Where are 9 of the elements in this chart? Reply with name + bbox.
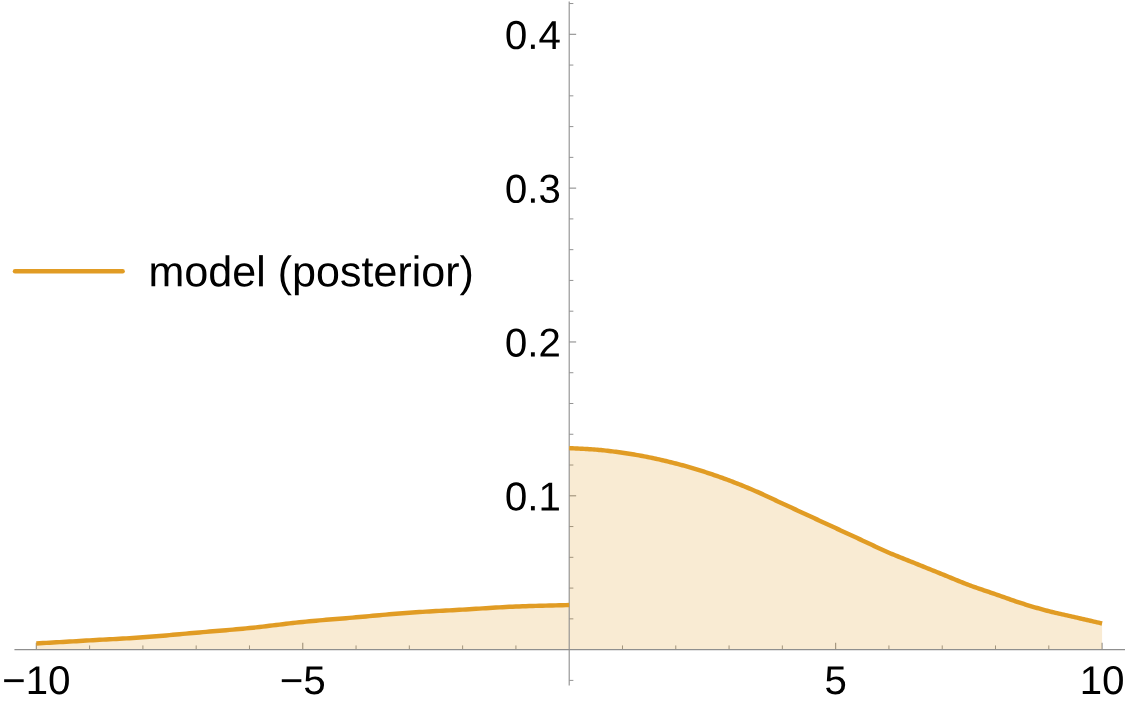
x-tick-label: 5 bbox=[826, 666, 846, 695]
y-tick-label: 0.3 bbox=[506, 174, 560, 204]
y-tick-label: 0.2 bbox=[506, 328, 559, 357]
x-tick-label: −5 bbox=[281, 666, 325, 695]
x-tick-label: 10 bbox=[1082, 665, 1123, 695]
legend-label: model (posterior) bbox=[151, 255, 472, 296]
y-tick-label: 0.4 bbox=[506, 20, 560, 50]
x-tick-label: −10 bbox=[4, 665, 69, 695]
y-tick-label: 0.1 bbox=[506, 482, 559, 511]
